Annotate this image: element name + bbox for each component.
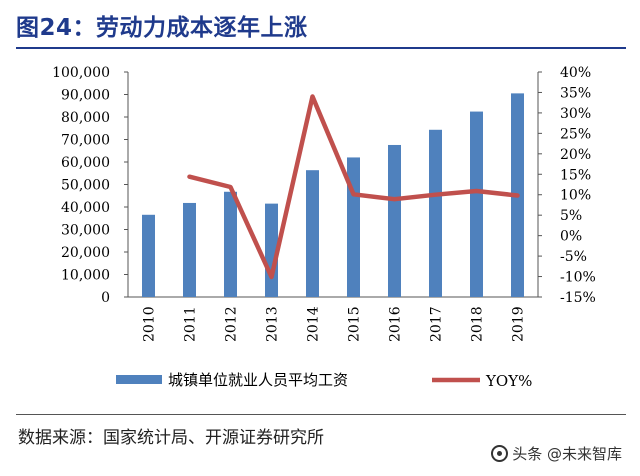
x-tick-label: 2019 [511,306,527,342]
y-left-tick-label: 20,000 [61,245,110,261]
legend-label-line: YOY% [485,372,532,390]
bar-series [142,93,524,298]
watermark: 头条 @未来智库 [491,443,622,464]
source-note: 数据来源：国家统计局、开源证券研究所 [18,428,324,448]
x-axis-labels: 2010 2011 2012 2013 2014 2015 2016 2017 2018 2019 [142,306,527,342]
bar [429,129,442,297]
bar [388,144,401,297]
x-tick-label: 2014 [306,306,322,342]
watermark-text: 头条 @未来智库 [512,445,622,463]
y-left-tick-label: 70,000 [61,133,110,149]
y-left-tick-label: 30,000 [61,223,110,239]
bar [470,111,483,298]
y-axis-right-labels: -15% -10% -5% 0% 5% 10% 15% 20% 25% 30% 35% 40% [560,65,596,306]
y-right-tick-label: -5% [560,249,587,265]
y-left-tick-label: 90,000 [61,88,110,104]
y-right-tick-label: -10% [560,270,596,286]
y-right-tick-label: -15% [560,290,596,306]
x-tick-label: 2017 [429,306,445,342]
y-right-tick-label: 0% [560,229,582,245]
y-right-tick-label: 25% [560,126,591,142]
x-tick-label: 2018 [470,306,486,342]
y-left-tick-label: 40,000 [61,200,110,216]
chart-axes [124,71,542,298]
y-left-tick-label: 0 [101,290,110,306]
bar [224,191,237,297]
x-tick-label: 2012 [224,306,240,342]
line-series [187,94,520,280]
y-right-tick-label: 40% [560,65,591,81]
watermark-icon [491,445,509,462]
y-right-tick-label: 5% [560,208,582,224]
x-tick-label: 2013 [265,306,281,342]
y-right-tick-label: 15% [560,167,591,183]
source-rule [16,414,626,415]
legend-label-bar: 城镇单位就业人员平均工资 [168,371,348,389]
chart: 0 10,000 20,000 30,000 40,000 50,000 60,000 70,… [52,65,596,390]
x-tick-label: 2016 [388,306,404,342]
title-underline [16,47,626,49]
y-left-tick-label: 100,000 [52,65,110,81]
y-right-tick-label: 30% [560,106,591,122]
y-right-tick-label: 35% [560,85,591,101]
bar [142,214,155,297]
y-left-tick-label: 10,000 [61,268,110,284]
y-left-tick-label: 50,000 [61,178,110,194]
y-right-tick-label: 20% [560,147,591,163]
y-left-tick-label: 60,000 [61,155,110,171]
y-axis-left-labels: 0 10,000 20,000 30,000 40,000 50,000 60,000 70,… [52,65,110,306]
y-right-tick-label: 10% [560,188,591,204]
x-tick-label: 2015 [347,306,363,342]
legend: 城镇单位就业人员平均工资 YOY% [116,371,532,390]
bar [306,170,319,297]
x-tick-label: 2010 [142,306,158,342]
y-left-tick-label: 80,000 [61,110,110,126]
legend-swatch-bar [116,375,162,384]
chart-title: 图24：劳动力成本逐年上涨 [16,15,308,41]
bar [183,202,196,297]
x-tick-label: 2011 [183,306,199,342]
